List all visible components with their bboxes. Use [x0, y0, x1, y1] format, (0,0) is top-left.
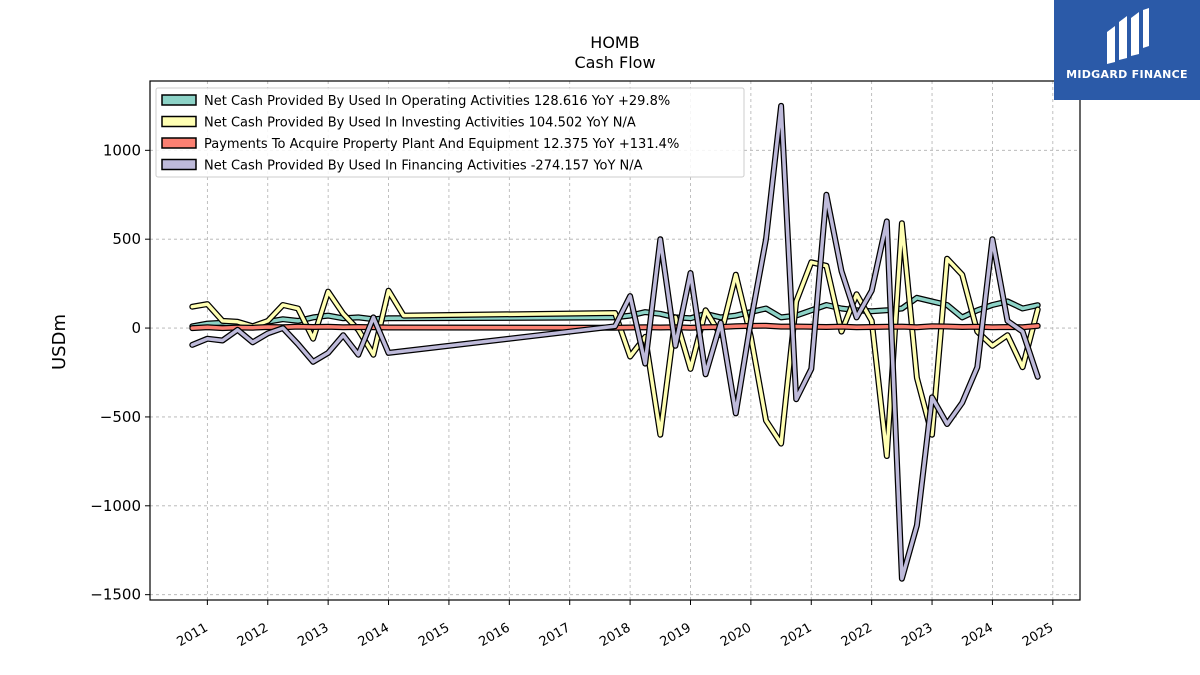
x-tick-label: 2021 [778, 620, 814, 650]
x-tick-label: 2017 [537, 620, 573, 650]
y-axis-label: USDm [49, 314, 70, 370]
x-tick-label: 2016 [476, 620, 512, 650]
brand-logo: MIDGARD FINANCE [1054, 0, 1200, 100]
series-line-3 [190, 104, 1040, 581]
y-tick-label: −500 [100, 408, 141, 426]
x-axis-ticks: 2011 2012 2013 2014 2015 2016 2017 2018 2019 2020… [175, 600, 1056, 650]
x-tick-label: 2024 [960, 620, 996, 650]
midgard-logo-icon [1107, 8, 1149, 64]
chart-subtitle: Cash Flow [574, 53, 655, 72]
legend-swatch [161, 115, 197, 128]
y-tick-label: −1500 [90, 586, 141, 604]
x-tick-label: 2014 [356, 620, 392, 650]
x-tick-label: 2020 [718, 620, 754, 650]
y-axis-ticks: 1000 500 0 −500 −1000 −1500 [90, 141, 150, 604]
x-tick-label: 2011 [175, 620, 211, 650]
legend-box [155, 87, 745, 178]
series-line-0 [190, 296, 1040, 329]
plot-area-frame [149, 80, 1081, 601]
x-tick-label: 2018 [597, 620, 633, 650]
chart-title: HOMB [590, 33, 639, 52]
y-tick-label: 500 [112, 230, 141, 248]
x-tick-label: 2013 [295, 620, 331, 650]
x-tick-label: 2023 [899, 620, 935, 650]
brand-name: MIDGARD FINANCE [1066, 68, 1188, 81]
x-tick-label: 2015 [416, 620, 452, 650]
x-tick-label: 2025 [1020, 620, 1056, 650]
x-tick-label: 2022 [839, 620, 875, 650]
series-lines [189, 102, 1041, 582]
legend: Net Cash Provided By Used In Operating A… [155, 87, 745, 178]
y-tick-label: 0 [131, 319, 141, 337]
legend-entry-label: Payments To Acquire Property Plant And E… [204, 137, 679, 152]
legend-entry-label: Net Cash Provided By Used In Operating A… [204, 94, 670, 109]
y-tick-label: −1000 [90, 497, 141, 515]
legend-entry-label: Net Cash Provided By Used In Investing A… [204, 116, 636, 131]
legend-swatch [161, 137, 197, 149]
legend-swatch [161, 158, 197, 171]
y-tick-label: 1000 [103, 141, 141, 159]
legend-swatch [161, 94, 197, 106]
legend-entry-label: Net Cash Provided By Used In Financing A… [204, 159, 643, 174]
x-tick-label: 2012 [235, 620, 271, 650]
series-line-outline-1 [189, 220, 1041, 459]
x-tick-label: 2019 [658, 620, 694, 650]
